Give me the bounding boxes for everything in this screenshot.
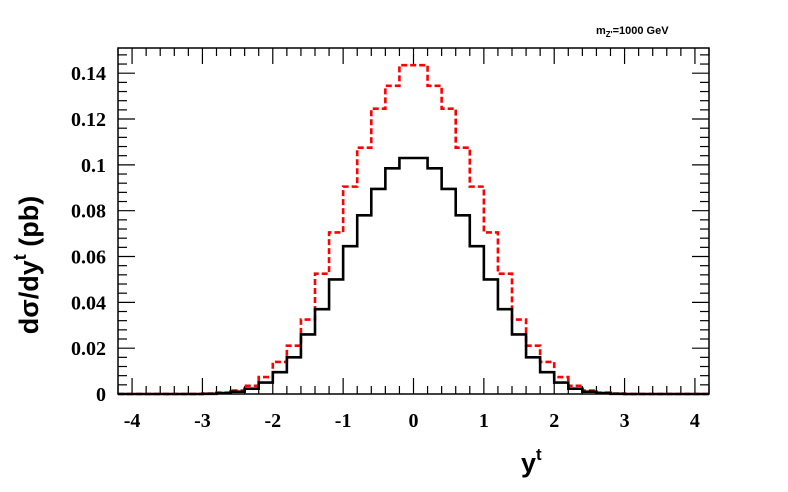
- y-tick-label: 0: [96, 384, 106, 406]
- red-dashed-histogram-series: [118, 63, 709, 396]
- plot-frame: [117, 47, 710, 395]
- energy-annotation: mZ'=1000 GeV: [596, 25, 669, 39]
- x-axis-title: yt: [521, 445, 542, 478]
- y-tick-label: 0.08: [71, 201, 106, 223]
- x-tick-label: -1: [335, 410, 352, 432]
- axis-ticks: [117, 48, 710, 395]
- histogram-series: [118, 63, 709, 396]
- x-tick-label: 0: [409, 410, 419, 432]
- x-tick-label: -4: [124, 410, 141, 432]
- x-tick-label: -2: [264, 410, 281, 432]
- y-axis-title: dσ/dyt (pb): [10, 196, 44, 334]
- x-tick-label: 2: [549, 410, 559, 432]
- y-tick-label: 0.12: [71, 109, 106, 131]
- black-solid-histogram-series: [118, 156, 709, 396]
- y-tick-label: 0.1: [81, 155, 106, 177]
- y-tick-label: 0.14: [71, 63, 106, 85]
- x-tick-labels: -4 -3 -2 -1 0 1 2 3 4: [124, 410, 700, 432]
- x-tick-label: 1: [479, 410, 489, 432]
- y-tick-label: 0.06: [71, 247, 106, 269]
- y-tick-label: 0.02: [71, 338, 106, 360]
- y-tick-labels: 0 0.02 0.04 0.06 0.08 0.1 0.12 0.14: [71, 63, 106, 406]
- x-tick-label: -3: [194, 410, 211, 432]
- y-tick-label: 0.04: [71, 292, 106, 314]
- x-tick-label: 4: [690, 410, 700, 432]
- x-tick-label: 3: [620, 410, 630, 432]
